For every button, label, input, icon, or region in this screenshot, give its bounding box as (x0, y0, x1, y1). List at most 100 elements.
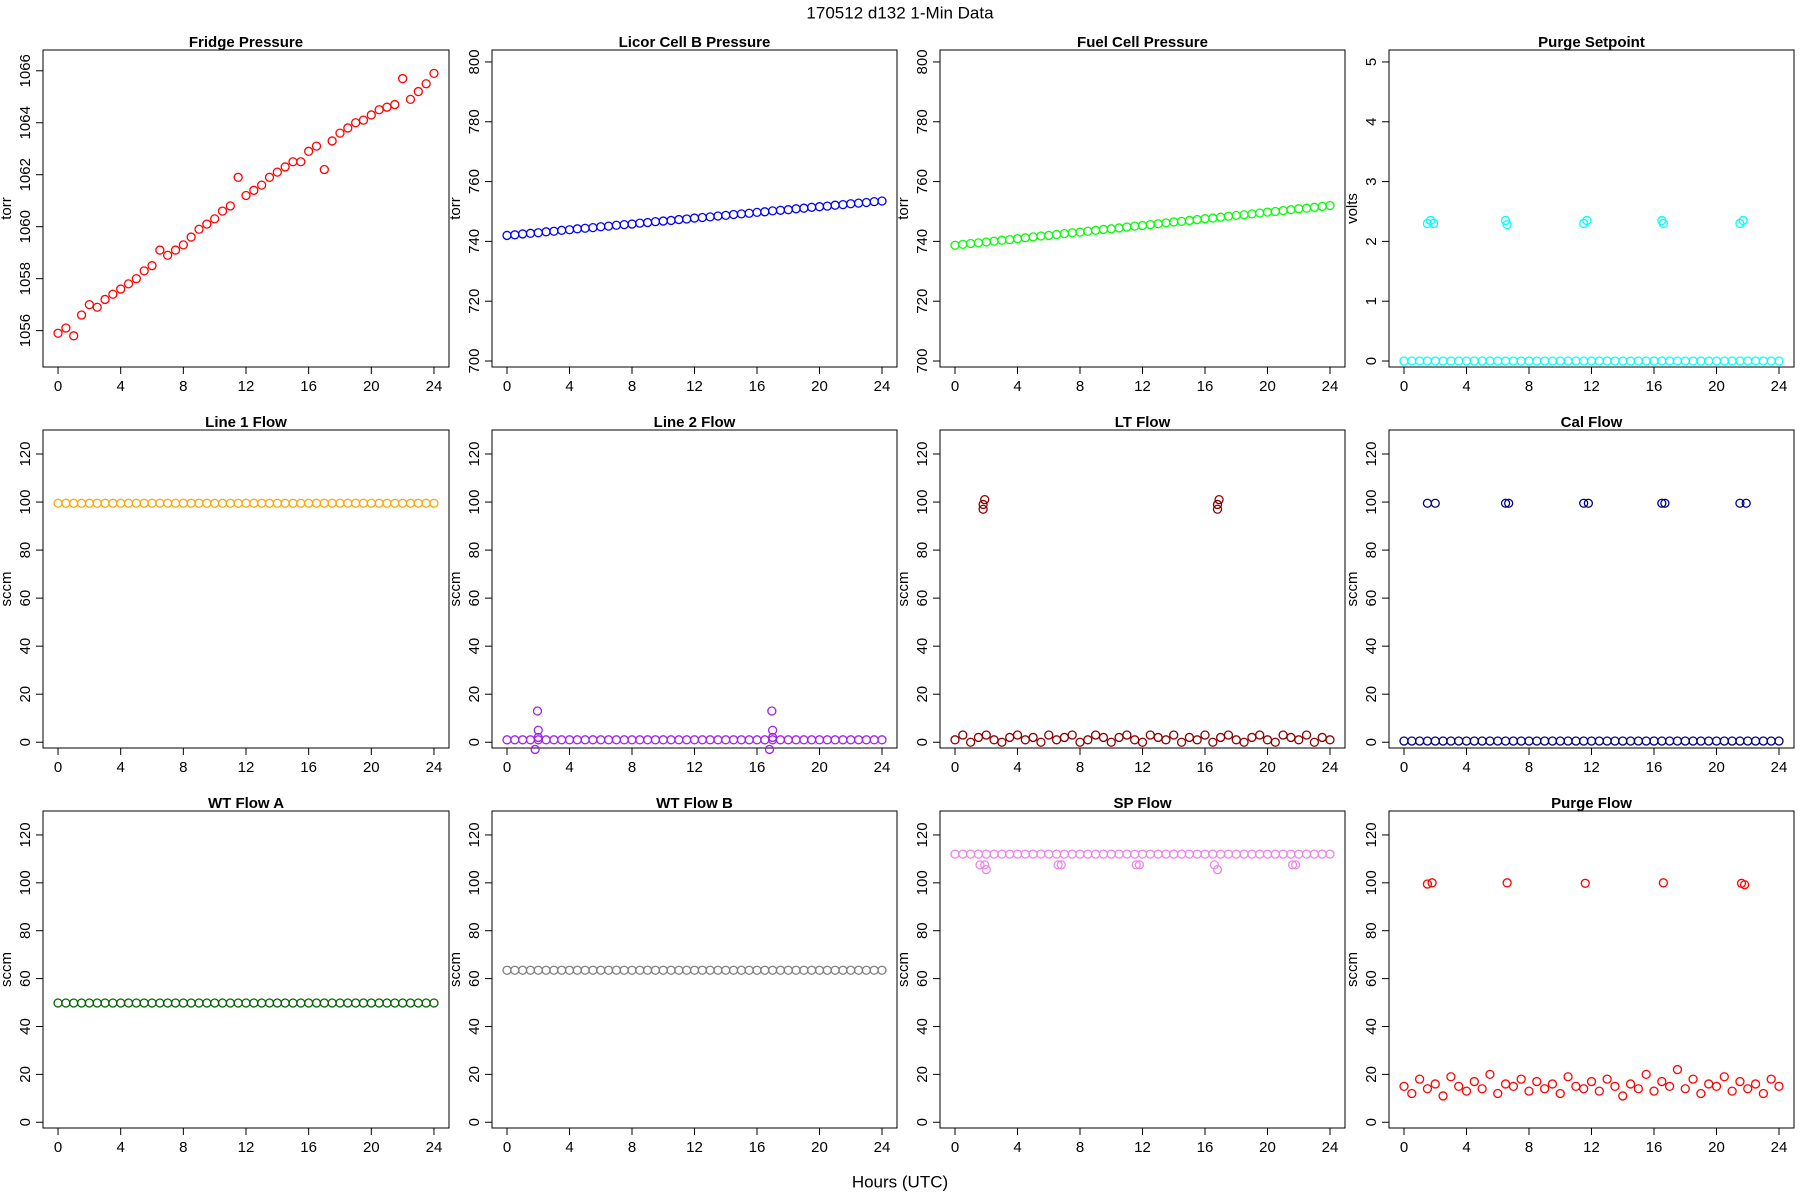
point (975, 860, 985, 870)
x-tick-label: 0 (503, 378, 511, 395)
point (1500, 498, 1511, 508)
point (1719, 356, 1729, 366)
point (1571, 736, 1581, 746)
y-tick-label: 100 (466, 870, 483, 895)
y-tick-label: 120 (466, 442, 483, 467)
point (1422, 356, 1433, 366)
point (1012, 849, 1023, 859)
point (642, 735, 653, 745)
point (1056, 860, 1066, 870)
point (1090, 730, 1101, 740)
point (1735, 218, 1745, 229)
x-tick-label: 20 (363, 1139, 380, 1156)
point (1586, 736, 1597, 746)
point (1625, 356, 1636, 366)
y-tick-label: 740 (914, 229, 931, 254)
point (752, 207, 762, 218)
x-axis-label: Hours (UTC) (852, 1172, 948, 1191)
point (1231, 210, 1241, 221)
point (1414, 356, 1425, 366)
y-tick-label: 1056 (17, 314, 34, 347)
x-tick-label: 12 (1134, 1139, 1151, 1156)
point (343, 123, 353, 133)
point (1680, 736, 1690, 746)
point (1059, 849, 1070, 859)
point (366, 110, 376, 120)
point (1579, 356, 1589, 366)
point (767, 706, 777, 716)
point (807, 965, 817, 975)
point (100, 998, 110, 1008)
point (989, 735, 999, 745)
x-tick-label: 16 (749, 1139, 766, 1156)
point (397, 73, 408, 84)
point (131, 498, 142, 508)
point (853, 965, 864, 975)
point (1758, 1088, 1769, 1099)
point (1758, 356, 1769, 366)
point (1114, 732, 1124, 743)
point (1446, 356, 1456, 366)
y-tick-label: 20 (466, 686, 483, 703)
y-tick-label: 60 (466, 590, 483, 607)
x-tick-label: 8 (1076, 1139, 1084, 1156)
point (853, 735, 864, 745)
y-tick-label: 40 (1363, 1018, 1380, 1035)
point (1083, 735, 1093, 745)
point (69, 331, 79, 341)
x-tick-label: 4 (1013, 759, 1021, 776)
point (666, 215, 676, 226)
y-tick-label: 720 (466, 289, 483, 314)
point (69, 498, 79, 508)
point (1005, 849, 1015, 859)
point (541, 965, 551, 975)
x-tick-label: 12 (686, 759, 703, 776)
point (799, 203, 809, 213)
x-tick-label: 24 (426, 378, 443, 395)
point (822, 735, 832, 745)
x-tick-label: 0 (54, 1139, 62, 1156)
point (1067, 849, 1077, 859)
point (1067, 730, 1077, 740)
point (1270, 737, 1280, 747)
point (572, 735, 582, 745)
point (1502, 219, 1512, 230)
point (272, 167, 282, 177)
point (533, 732, 543, 743)
point (1594, 1086, 1604, 1096)
point (366, 498, 376, 508)
point (1020, 849, 1030, 859)
point (1579, 218, 1589, 229)
point (429, 68, 439, 79)
point (869, 196, 879, 207)
point (861, 197, 872, 208)
y-tick-label: 40 (17, 638, 34, 655)
point (1223, 849, 1234, 859)
point (272, 498, 282, 508)
point (958, 239, 968, 250)
y-tick-label: 760 (466, 169, 483, 194)
x-tick-label: 4 (117, 1139, 125, 1156)
point (390, 99, 400, 110)
plot-frame (42, 429, 450, 749)
x-tick-label: 24 (1771, 1139, 1788, 1156)
point (1625, 1079, 1636, 1089)
point (1200, 730, 1210, 740)
y-tick-label: 80 (466, 922, 483, 939)
point (1051, 229, 1062, 240)
x-tick-label: 8 (1076, 378, 1084, 395)
y-axis-label: sccm (447, 952, 464, 987)
point (611, 735, 622, 745)
point (1051, 735, 1062, 745)
point (69, 998, 79, 1008)
x-tick-label: 12 (686, 1139, 703, 1156)
point (1005, 732, 1015, 743)
point (257, 180, 267, 190)
point (1524, 736, 1534, 746)
point (517, 965, 528, 975)
point (1688, 1074, 1698, 1084)
y-tick-label: 1064 (17, 106, 34, 139)
point (877, 965, 887, 975)
point (838, 735, 848, 745)
plot-frame (42, 810, 450, 1129)
